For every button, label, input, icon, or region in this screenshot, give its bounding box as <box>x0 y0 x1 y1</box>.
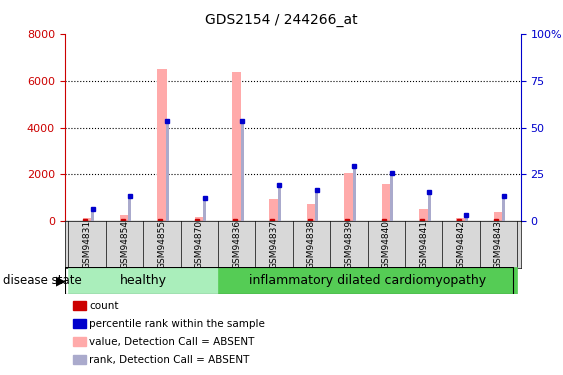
Text: GSM94841: GSM94841 <box>419 220 428 269</box>
Text: GSM94838: GSM94838 <box>307 220 316 269</box>
Text: GSM94843: GSM94843 <box>494 220 503 269</box>
Text: GSM94840: GSM94840 <box>382 220 391 269</box>
Text: inflammatory dilated cardiomyopathy: inflammatory dilated cardiomyopathy <box>249 274 486 287</box>
Text: GSM94836: GSM94836 <box>232 220 241 269</box>
Bar <box>427 195 431 221</box>
FancyBboxPatch shape <box>69 267 218 294</box>
Text: GSM94831: GSM94831 <box>83 220 92 269</box>
Bar <box>166 124 169 221</box>
Text: healthy: healthy <box>120 274 167 287</box>
Bar <box>405 34 443 221</box>
Text: GSM94839: GSM94839 <box>345 220 354 269</box>
Bar <box>502 199 505 221</box>
Bar <box>443 34 480 221</box>
Bar <box>218 34 256 221</box>
Text: count: count <box>89 301 118 310</box>
Bar <box>368 34 405 221</box>
Text: rank, Detection Call = ABSENT: rank, Detection Call = ABSENT <box>89 355 249 364</box>
Bar <box>293 34 330 221</box>
Text: GDS2154 / 244266_at: GDS2154 / 244266_at <box>205 13 358 27</box>
Bar <box>353 169 356 221</box>
Bar <box>157 69 167 221</box>
Bar <box>128 199 132 221</box>
Bar <box>456 218 466 221</box>
Bar <box>203 201 206 221</box>
Bar <box>390 176 393 221</box>
Bar <box>83 218 92 221</box>
Bar <box>494 212 503 221</box>
Bar <box>256 34 293 221</box>
Text: disease state: disease state <box>3 274 82 287</box>
Bar <box>240 124 244 221</box>
Text: GSM94870: GSM94870 <box>195 220 204 269</box>
Bar <box>91 212 94 221</box>
Bar <box>480 34 517 221</box>
Text: percentile rank within the sample: percentile rank within the sample <box>89 319 265 328</box>
Bar <box>382 184 391 221</box>
Bar <box>465 217 468 221</box>
Bar <box>315 193 318 221</box>
Text: GSM94842: GSM94842 <box>457 220 466 269</box>
Bar <box>106 34 143 221</box>
Bar <box>307 204 316 221</box>
Bar <box>120 214 129 221</box>
Bar <box>278 188 281 221</box>
Text: GSM94854: GSM94854 <box>120 220 129 269</box>
Bar <box>195 217 204 221</box>
Bar <box>69 34 106 221</box>
Text: GSM94855: GSM94855 <box>158 220 167 269</box>
Bar <box>330 34 368 221</box>
Bar <box>232 72 242 221</box>
Bar <box>270 199 279 221</box>
Text: value, Detection Call = ABSENT: value, Detection Call = ABSENT <box>89 337 254 346</box>
Bar <box>344 173 354 221</box>
Bar <box>419 209 428 221</box>
Bar <box>181 34 218 221</box>
Text: ▶: ▶ <box>56 274 66 287</box>
Text: GSM94837: GSM94837 <box>270 220 279 269</box>
FancyBboxPatch shape <box>218 267 517 294</box>
Bar <box>143 34 181 221</box>
